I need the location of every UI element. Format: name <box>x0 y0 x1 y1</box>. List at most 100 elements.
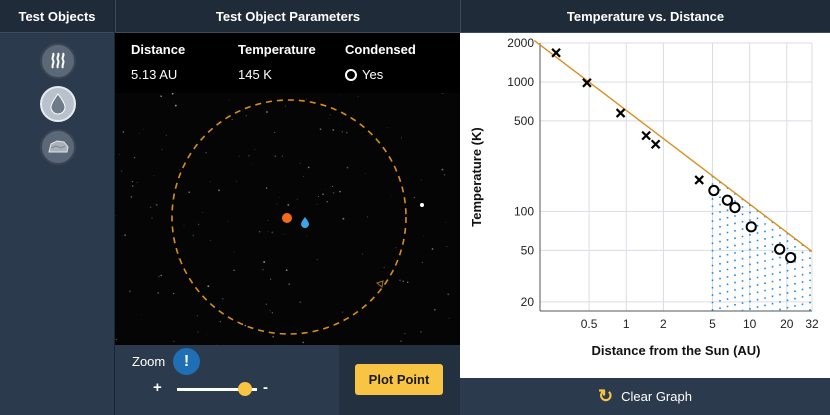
star <box>115 338 118 341</box>
star <box>188 191 190 193</box>
star <box>407 281 409 283</box>
data-point-x <box>582 78 592 88</box>
star <box>172 102 174 103</box>
star <box>155 203 158 206</box>
star <box>383 267 385 269</box>
orbit-marker-icon <box>375 280 384 288</box>
star <box>231 118 234 121</box>
star <box>216 344 217 345</box>
star <box>119 154 120 156</box>
star <box>421 179 422 181</box>
star <box>262 268 264 271</box>
y-axis-label: Temperature (K) <box>469 127 484 226</box>
star <box>165 134 167 136</box>
solar-system-view[interactable] <box>115 93 460 345</box>
star <box>322 193 324 196</box>
star <box>128 290 131 293</box>
star <box>271 231 274 234</box>
zoom-controls: Zoom ! + - Plot Point <box>115 345 460 415</box>
star <box>361 253 363 255</box>
star <box>404 332 406 334</box>
star <box>142 128 144 130</box>
star <box>160 95 162 98</box>
condensed-label: Condensed <box>345 42 416 57</box>
distance-value: 5.13 AU <box>131 67 178 82</box>
star <box>400 340 402 342</box>
star <box>319 128 322 130</box>
droplet-object-button[interactable] <box>40 86 76 122</box>
star <box>433 308 436 311</box>
zoom-info-button[interactable]: ! <box>173 348 200 375</box>
star <box>395 247 397 249</box>
clear-graph-bar: ↻ Clear Graph <box>460 378 830 415</box>
star <box>207 285 210 288</box>
star <box>346 166 349 169</box>
x-tick-label: 5 <box>709 317 716 331</box>
star <box>192 234 194 237</box>
star <box>273 131 276 134</box>
parameters-title: Test Object Parameters <box>115 0 460 33</box>
star <box>448 317 450 319</box>
y-tick-label: 100 <box>514 204 534 218</box>
star <box>316 203 318 205</box>
y-tick-label: 20 <box>521 295 535 309</box>
zoom-slider-track[interactable] <box>177 388 257 391</box>
clear-graph-button[interactable]: Clear Graph <box>621 389 692 404</box>
star <box>124 234 126 236</box>
star <box>138 133 140 135</box>
star <box>197 331 199 333</box>
star <box>161 148 163 151</box>
rock-object-button[interactable] <box>40 129 76 165</box>
data-point-circle <box>785 251 797 264</box>
star <box>228 99 230 101</box>
star <box>130 196 133 198</box>
star <box>367 216 369 218</box>
star <box>267 231 269 232</box>
star <box>342 217 345 220</box>
star <box>423 235 424 237</box>
x-tick-label: 0.5 <box>581 317 598 331</box>
star <box>120 170 123 172</box>
x-tick-label: 32 <box>805 317 819 331</box>
star <box>357 96 359 98</box>
plot-point-button[interactable]: Plot Point <box>355 364 443 395</box>
test-object-droplet-icon[interactable] <box>301 217 309 228</box>
starfield <box>115 93 450 345</box>
star <box>284 105 286 107</box>
star <box>306 235 308 237</box>
star <box>270 278 272 280</box>
star <box>307 166 310 169</box>
star <box>400 137 402 139</box>
chart-svg: 0.5 1 2 5 10 20 32 2000 1000 500 100 50 20 Distance f… <box>469 36 819 358</box>
data-point-circle <box>729 201 741 214</box>
gas-object-button[interactable] <box>40 43 76 79</box>
star <box>122 131 125 133</box>
star <box>235 180 237 182</box>
trend-line <box>533 39 813 253</box>
star <box>446 245 448 248</box>
star <box>325 189 326 191</box>
star <box>302 341 304 344</box>
rock-icon <box>48 140 69 153</box>
star <box>245 115 247 117</box>
star <box>218 189 220 192</box>
star <box>287 203 290 206</box>
star <box>326 201 328 203</box>
y-tick-label: 1000 <box>507 75 534 89</box>
solar-system-canvas <box>115 93 450 345</box>
star <box>387 126 389 128</box>
star <box>160 274 162 277</box>
data-point-circle <box>721 194 733 206</box>
star <box>399 279 401 281</box>
star <box>265 303 268 305</box>
star <box>173 340 175 343</box>
test-objects-title: Test Objects <box>0 0 114 33</box>
star <box>153 175 155 177</box>
star <box>339 190 341 193</box>
parameters-readout: Distance 5.13 AU Temperature 145 K Conde… <box>115 33 460 93</box>
star <box>171 93 174 95</box>
zoom-slider-thumb[interactable] <box>238 382 252 396</box>
condensed-value: Yes <box>345 67 383 82</box>
star <box>141 314 142 316</box>
x-tick-label: 2 <box>660 317 667 331</box>
